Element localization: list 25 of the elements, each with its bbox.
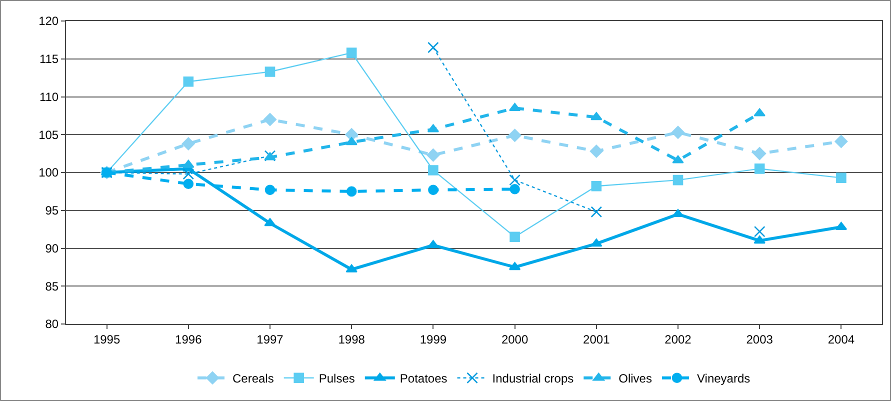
x-tick-label: 2004 (828, 332, 855, 346)
y-tick-label: 115 (39, 52, 59, 66)
x-tick-label: 1995 (93, 332, 120, 346)
x-tick-label: 2001 (583, 332, 610, 346)
y-tick-label: 100 (38, 166, 59, 180)
x-tick-label: 1998 (338, 332, 366, 346)
legend-label: Olives (618, 372, 652, 386)
y-tick-label: 95 (45, 204, 59, 218)
y-tick-label: 110 (39, 90, 59, 104)
x-tick-label: 2002 (664, 332, 692, 346)
legend-label: Vineyards (696, 372, 750, 386)
legend-label: Pulses (318, 372, 355, 386)
y-tick-label: 105 (38, 128, 59, 142)
y-tick-label: 90 (45, 241, 59, 256)
legend-label: Industrial crops (492, 372, 574, 386)
x-tick-label: 1999 (420, 332, 447, 346)
legend-label: Cereals (232, 372, 274, 386)
y-tick-label: 120 (38, 14, 59, 28)
y-tick-label: 80 (45, 317, 59, 332)
y-tick-label: 85 (45, 279, 59, 294)
x-tick-label: 2000 (501, 332, 528, 346)
x-tick-label: 1997 (256, 332, 284, 346)
legend-label: Potatoes (400, 372, 448, 386)
x-tick-label: 1996 (175, 332, 202, 346)
x-tick-label: 2003 (746, 332, 774, 346)
